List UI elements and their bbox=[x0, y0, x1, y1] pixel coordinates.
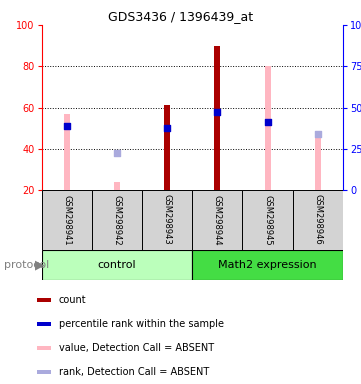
Text: value, Detection Call = ABSENT: value, Detection Call = ABSENT bbox=[59, 343, 214, 353]
Point bbox=[214, 109, 220, 115]
Text: GSM298942: GSM298942 bbox=[112, 195, 121, 245]
Bar bbox=[42, 190, 92, 250]
Text: GSM298945: GSM298945 bbox=[263, 195, 272, 245]
Bar bbox=[114, 182, 120, 190]
Text: percentile rank within the sample: percentile rank within the sample bbox=[59, 319, 224, 329]
Bar bbox=[92, 190, 142, 250]
Text: Math2 expression: Math2 expression bbox=[218, 260, 317, 270]
Bar bbox=[214, 46, 220, 190]
Bar bbox=[243, 190, 293, 250]
Bar bbox=[214, 114, 220, 190]
Bar bbox=[38, 370, 51, 374]
Bar bbox=[293, 190, 343, 250]
Text: protocol: protocol bbox=[4, 260, 49, 270]
Text: GSM298943: GSM298943 bbox=[162, 194, 171, 245]
Point bbox=[315, 131, 321, 137]
Bar bbox=[164, 106, 170, 190]
Point bbox=[114, 150, 120, 156]
Bar bbox=[142, 190, 192, 250]
Text: GSM298944: GSM298944 bbox=[213, 195, 222, 245]
Bar bbox=[164, 130, 170, 190]
Text: control: control bbox=[97, 260, 136, 270]
Text: GDS3436 / 1396439_at: GDS3436 / 1396439_at bbox=[108, 10, 253, 23]
Bar bbox=[38, 346, 51, 350]
Bar bbox=[38, 298, 51, 302]
Point bbox=[64, 123, 70, 129]
Bar bbox=[192, 250, 343, 280]
Bar bbox=[42, 250, 192, 280]
Point bbox=[164, 125, 170, 131]
Bar bbox=[265, 66, 271, 190]
Text: count: count bbox=[59, 295, 87, 305]
Text: GSM298946: GSM298946 bbox=[313, 194, 322, 245]
Text: rank, Detection Call = ABSENT: rank, Detection Call = ABSENT bbox=[59, 367, 209, 377]
Bar bbox=[38, 322, 51, 326]
Text: ▶: ▶ bbox=[35, 258, 45, 271]
Bar bbox=[64, 114, 70, 190]
Bar bbox=[192, 190, 243, 250]
Point bbox=[265, 119, 270, 125]
Text: GSM298941: GSM298941 bbox=[62, 195, 71, 245]
Bar bbox=[315, 134, 321, 190]
